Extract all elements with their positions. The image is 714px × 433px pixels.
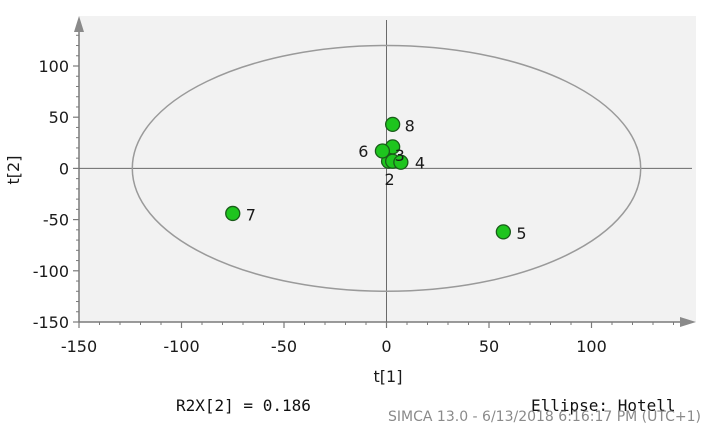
data-point-label-6: 6 <box>358 142 368 161</box>
data-point-label-5: 5 <box>516 224 526 243</box>
data-point-labels: 23 4 5 6 7 8 <box>246 116 527 243</box>
y-tick-label: 100 <box>38 57 69 76</box>
x-axis-arrow <box>680 317 696 327</box>
data-point-4 <box>393 154 409 170</box>
data-point-label-8: 8 <box>405 116 415 135</box>
x-tick-label: 0 <box>381 337 391 356</box>
data-point-8 <box>384 116 401 133</box>
x-tick-label: -100 <box>163 337 199 356</box>
x-tick-label: 50 <box>479 337 499 356</box>
data-point-label-7: 7 <box>246 205 256 224</box>
y-axis-title: t[2] <box>4 156 23 185</box>
y-tick-label: -50 <box>43 211 69 230</box>
x-tick-label: -50 <box>271 337 297 356</box>
data-point-label-3: 3 <box>395 146 405 165</box>
x-axis-title: t[1] <box>374 367 403 386</box>
y-axis-arrow <box>74 16 84 32</box>
ellipse-label: Ellipse: Hotell <box>531 396 676 415</box>
software-timestamp: SIMCA 13.0 - 6/13/2018 6:16:17 PM (UTC+1… <box>388 409 701 425</box>
data-point-7 <box>225 205 241 222</box>
data-points <box>225 116 512 240</box>
major-ticks <box>73 65 593 328</box>
r2x-label: R2X[2] = 0.186 <box>176 396 311 415</box>
hotelling-ellipse <box>131 44 642 293</box>
data-point-label-4: 4 <box>415 153 425 172</box>
y-tick-label: -150 <box>33 313 69 332</box>
data-point-6 <box>374 143 391 159</box>
y-tick-label: 0 <box>59 159 69 178</box>
x-tick-label: 100 <box>576 337 607 356</box>
x-tick-label: -150 <box>61 337 97 356</box>
y-tick-label: 50 <box>49 108 69 127</box>
tick-labels: -150 -100 -50 0 50 100 -150 -100 -50 0 50 100 <box>33 57 607 356</box>
data-point-5 <box>495 224 512 240</box>
y-tick-label: -100 <box>33 262 69 281</box>
plot-background <box>79 16 696 322</box>
data-point-label-2: 2 <box>385 170 395 189</box>
